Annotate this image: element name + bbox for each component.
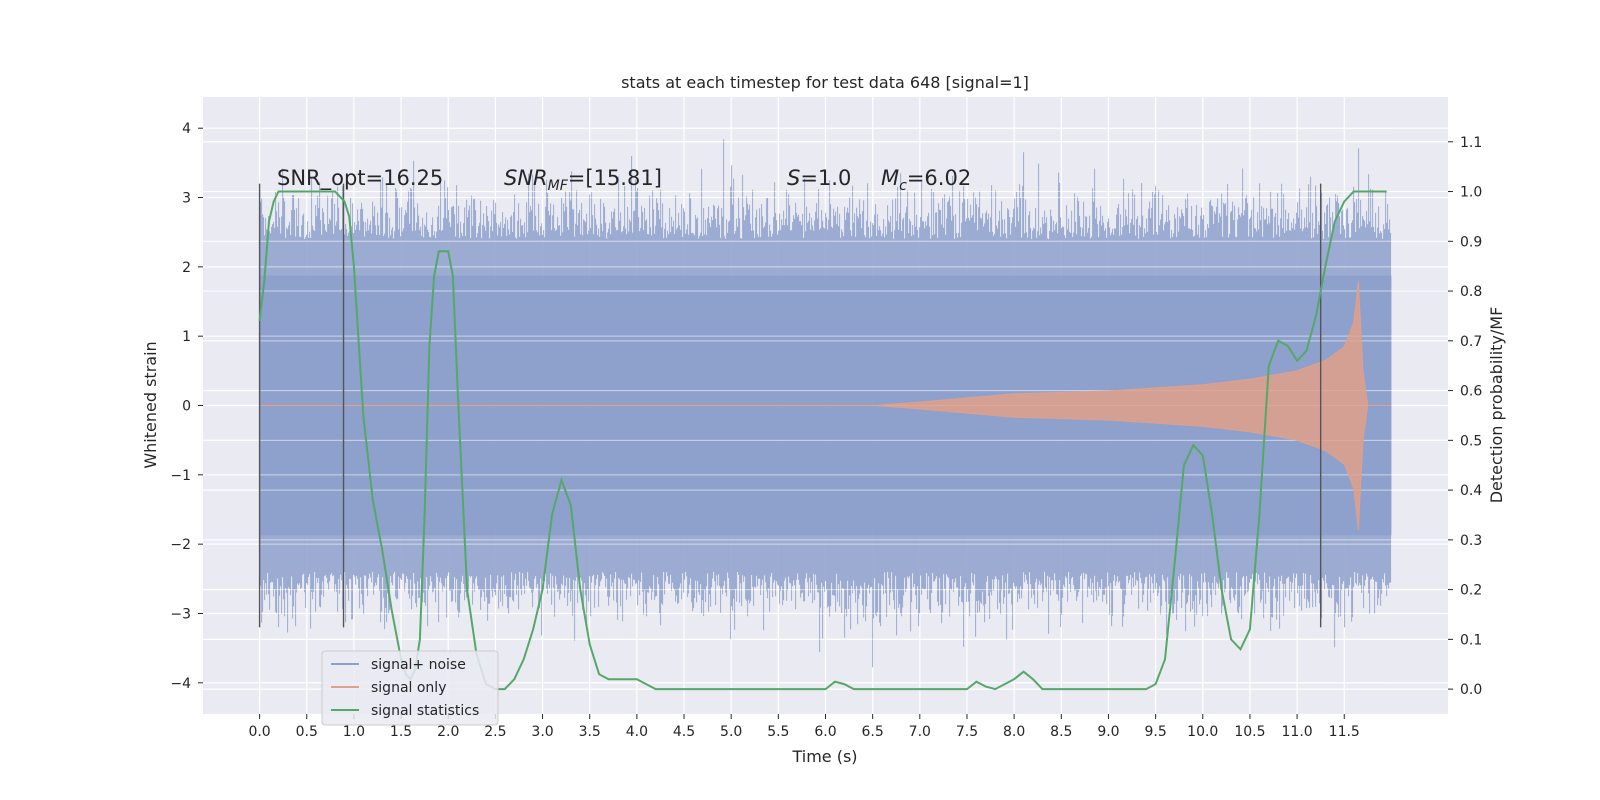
x-tick-label: 11.0: [1282, 724, 1313, 740]
x-tick-label: 5.5: [767, 724, 789, 740]
y-tick-label-right: 0.9: [1460, 234, 1482, 250]
y-tick-label-right: 0.3: [1460, 533, 1482, 549]
chart-title: stats at each timestep for test data 648…: [621, 73, 1029, 92]
x-tick-label: 2.0: [437, 724, 459, 740]
y-tick-label-left: −4: [170, 676, 191, 692]
y-tick-label-left: −1: [170, 468, 191, 484]
y-tick-label-right: 0.8: [1460, 284, 1482, 300]
x-tick-label: 1.0: [343, 724, 365, 740]
x-tick-label: 8.0: [1003, 724, 1025, 740]
statistics-line: [258, 190, 1387, 691]
vertical-markers: [258, 183, 1322, 628]
y-tick-label-right: 1.1: [1460, 135, 1482, 151]
chirp-envelope: [872, 280, 1369, 531]
x-tick-label: 10.5: [1234, 724, 1265, 740]
y-tick-label-right: 0.7: [1460, 334, 1482, 350]
y-tick-label-right: 1.0: [1460, 185, 1482, 201]
legend-label-signal-statistics: signal statistics: [371, 703, 479, 719]
y-tick-label-left: 0: [182, 399, 191, 415]
annotation-snr-opt: SNR_opt=16.25: [277, 166, 443, 191]
x-tick-label: 10.0: [1187, 724, 1218, 740]
x-tick-label: 5.0: [720, 724, 742, 740]
x-tick-label: 8.5: [1050, 724, 1072, 740]
x-tick-label: 0.0: [248, 724, 270, 740]
annotation-s: S=1.0: [787, 166, 851, 190]
legend: signal+ noise signal only signal statist…: [321, 650, 499, 726]
x-tick-label: 1.5: [390, 724, 412, 740]
ticks: 0.0 0.5 1.0 1.5 2.0 2.5 3.0 3.5 4.0 4.5 5.0 5.5 6.0 6…: [170, 121, 1482, 740]
series-signal-statistics: [258, 190, 1387, 691]
y-tick-label-left: 4: [182, 121, 191, 137]
x-tick-label: 3.0: [531, 724, 553, 740]
y-axis-label-left: Whitened strain: [141, 341, 160, 468]
x-tick-label: 9.5: [1144, 724, 1166, 740]
x-tick-label: 4.5: [673, 724, 695, 740]
y-tick-label-right: 0.4: [1460, 483, 1482, 499]
x-tick-label: 9.0: [1097, 724, 1119, 740]
y-tick-label-right: 0.1: [1460, 632, 1482, 648]
y-tick-label-right: 0.2: [1460, 583, 1482, 599]
y-tick-label-right: 0.0: [1460, 682, 1482, 698]
y-tick-label-left: −2: [170, 537, 191, 553]
x-tick-label: 11.5: [1329, 724, 1360, 740]
x-tick-label: 4.0: [626, 724, 648, 740]
y-axis-label-right: Detection probability/MF: [1487, 307, 1506, 504]
x-tick-label: 2.5: [484, 724, 506, 740]
annotation-mc: Mc=6.02: [881, 166, 971, 194]
y-tick-label-left: 2: [182, 260, 191, 276]
x-tick-label: 7.5: [956, 724, 978, 740]
x-tick-label: 6.5: [862, 724, 884, 740]
y-tick-label-right: 0.6: [1460, 384, 1482, 400]
x-tick-label: 7.0: [909, 724, 931, 740]
x-tick-label: 6.0: [814, 724, 836, 740]
x-tick-label: 3.5: [579, 724, 601, 740]
y-tick-label-left: 1: [182, 329, 191, 345]
y-tick-label-right: 0.5: [1460, 433, 1482, 449]
legend-label-signal-only: signal only: [371, 680, 446, 696]
annotation-snr-mf: SNRMF=[15.81]: [504, 166, 662, 194]
legend-box: [321, 650, 499, 726]
y-tick-label-left: −3: [170, 606, 191, 622]
legend-label-signal-noise: signal+ noise: [371, 657, 466, 673]
x-axis-label: Time (s): [791, 747, 857, 766]
y-tick-label-left: 3: [182, 191, 191, 207]
x-tick-label: 0.5: [296, 724, 318, 740]
